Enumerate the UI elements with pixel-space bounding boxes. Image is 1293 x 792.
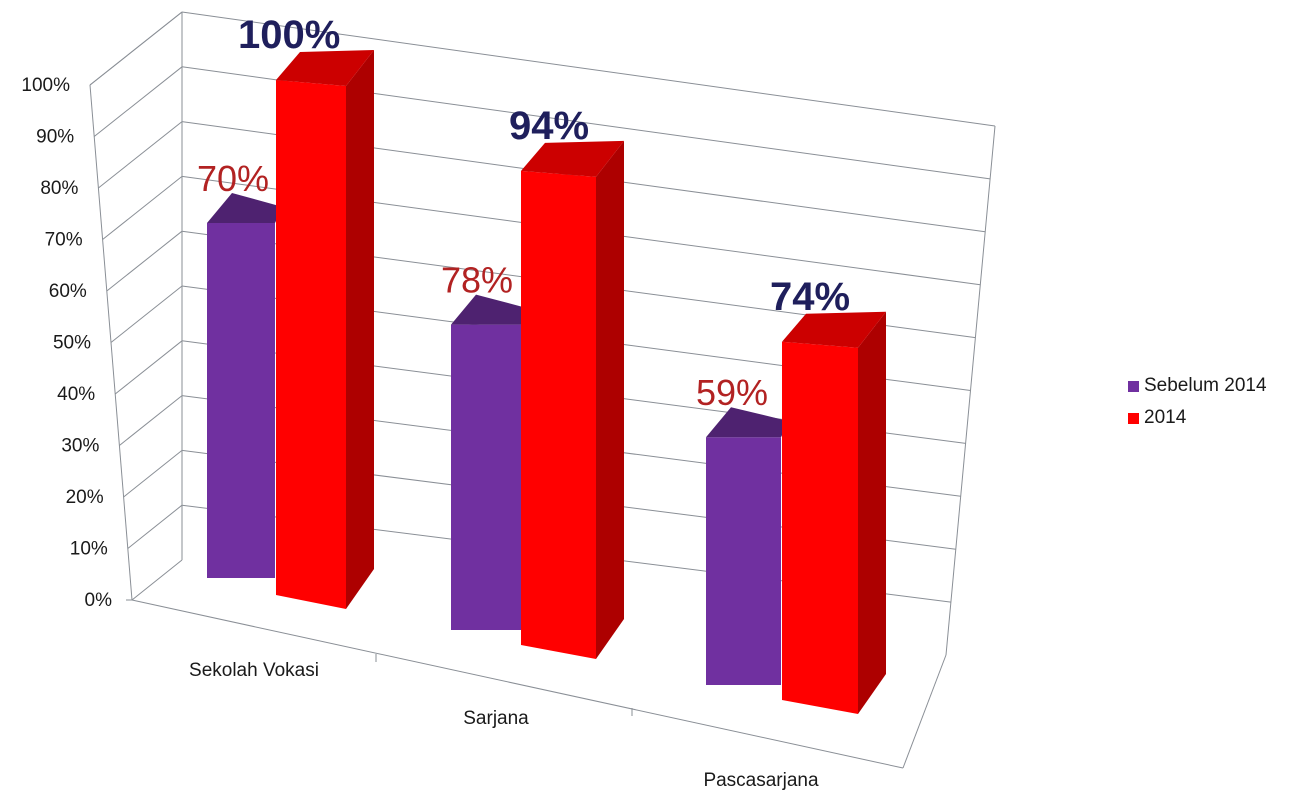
gridline-left: [98, 121, 183, 189]
bar-front: [451, 324, 521, 630]
y-tick-label: 70%: [45, 230, 83, 251]
bar-front: [276, 80, 346, 609]
y-tick-label: 40%: [57, 384, 95, 405]
gridline-left: [102, 176, 183, 240]
gridline-left: [123, 450, 183, 498]
y-axis-ticks: 0% 10% 20% 30% 40% 50% 60% 70% 80% 90% 100%: [21, 75, 112, 611]
gridline-left: [106, 230, 183, 292]
legend: Sebelum 2014 2014: [1128, 370, 1267, 434]
legend-label-2014: 2014: [1144, 407, 1187, 428]
data-label: 78%: [441, 260, 513, 301]
data-label: 100%: [238, 13, 340, 57]
data-label: 59%: [696, 372, 768, 413]
y-tick-label: 80%: [40, 178, 78, 199]
y-tick-label: 0%: [85, 590, 113, 611]
legend-swatch-2014: [1128, 412, 1139, 424]
bar-top: [451, 294, 529, 325]
y-tick-label: 100%: [21, 75, 70, 96]
bar-top: [276, 50, 374, 86]
bars: [207, 50, 886, 714]
gridline-left: [110, 285, 183, 343]
data-label: 94%: [509, 104, 589, 148]
data-label: 70%: [197, 158, 269, 199]
gridline-left: [119, 395, 183, 446]
gridline-left: [89, 11, 183, 86]
floor-right-edge: [902, 654, 947, 769]
bar-front: [521, 170, 596, 659]
gridline-left: [93, 66, 183, 137]
y-tick-label: 10%: [70, 539, 108, 560]
bar-front: [207, 222, 275, 578]
legend-label-sebelum-2014: Sebelum 2014: [1144, 375, 1267, 396]
x-category-label: Sekolah Vokasi: [189, 660, 319, 681]
legend-item-2014: 2014: [1128, 402, 1267, 434]
bar-side: [346, 50, 374, 609]
bar-top: [521, 140, 624, 177]
y-tick-label: 60%: [49, 281, 87, 302]
y-tick-label: 20%: [66, 487, 104, 508]
bar-side: [858, 311, 886, 714]
floor-front-edge: [131, 599, 904, 769]
data-labels: 70% 100% 78% 94% 59% 74%: [197, 13, 850, 413]
data-label: 74%: [770, 275, 850, 319]
y-tick-label: 90%: [36, 127, 74, 148]
y-tick-label: 30%: [61, 436, 99, 457]
bar-front: [706, 437, 781, 685]
gridline-left: [127, 504, 183, 549]
x-category-label: Pascasarjana: [703, 770, 819, 791]
bar-side: [596, 140, 624, 659]
legend-item-sebelum-2014: Sebelum 2014: [1128, 370, 1267, 402]
bar-front: [782, 341, 858, 714]
bar-top: [706, 407, 789, 438]
bar-top: [782, 311, 886, 348]
gridline-left: [114, 340, 183, 395]
legend-swatch-sebelum-2014: [1128, 380, 1139, 392]
bar-top: [207, 192, 283, 223]
x-category-label: Sarjana: [463, 708, 529, 729]
floor-left-edge: [131, 559, 183, 601]
y-tick-label: 50%: [53, 333, 91, 354]
gridline-back: [181, 11, 996, 127]
x-axis-categories: Sekolah Vokasi Sarjana Pascasarjana: [189, 654, 819, 791]
